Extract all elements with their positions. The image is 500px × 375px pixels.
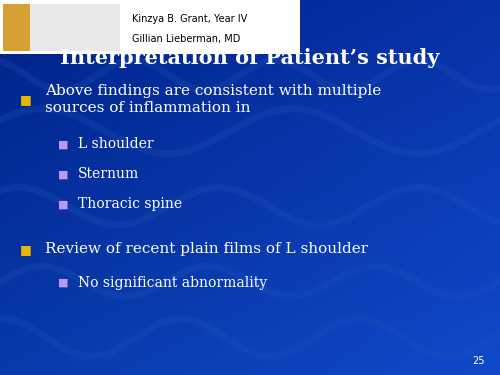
Text: L shoulder: L shoulder xyxy=(78,137,153,152)
Text: ■: ■ xyxy=(58,200,68,209)
Text: Thoracic spine: Thoracic spine xyxy=(78,197,182,211)
Text: Interpretation of Patient’s study: Interpretation of Patient’s study xyxy=(60,48,440,68)
Text: Kinzya B. Grant, Year IV: Kinzya B. Grant, Year IV xyxy=(132,14,248,24)
Text: 25: 25 xyxy=(472,356,485,366)
Text: Review of recent plain films of L shoulder: Review of recent plain films of L should… xyxy=(45,242,368,256)
Text: ■: ■ xyxy=(58,170,68,179)
Text: Gillian Lieberman, MD: Gillian Lieberman, MD xyxy=(132,34,241,44)
Text: Sternum: Sternum xyxy=(78,167,139,182)
Text: ■: ■ xyxy=(58,140,68,149)
Text: Above findings are consistent with multiple
sources of inflammation in: Above findings are consistent with multi… xyxy=(45,84,382,115)
Text: ■: ■ xyxy=(58,278,68,288)
Bar xyxy=(2,4,30,51)
Text: ■: ■ xyxy=(20,243,32,256)
Text: No significant abnormality: No significant abnormality xyxy=(78,276,266,290)
Text: ■: ■ xyxy=(20,93,32,106)
Bar xyxy=(30,4,120,51)
Bar xyxy=(0,0,300,54)
